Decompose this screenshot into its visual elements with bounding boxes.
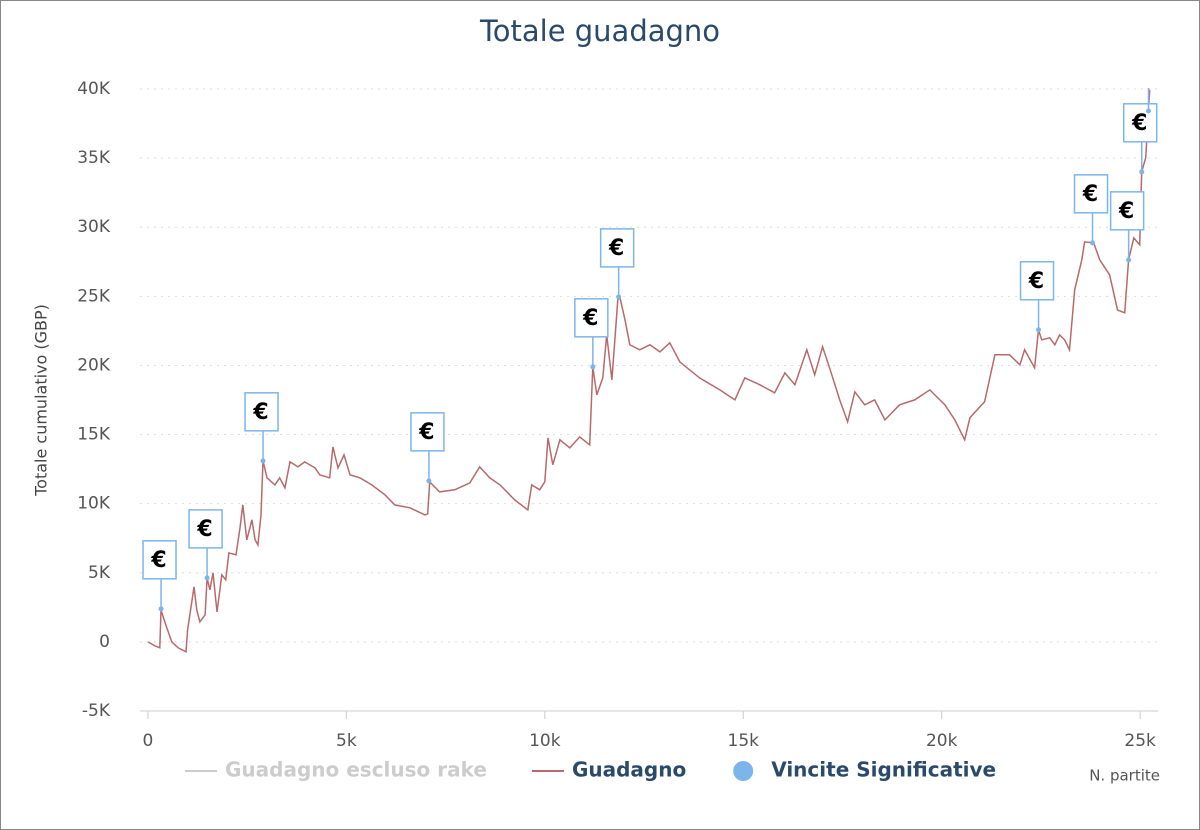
x-axis-title: N. partite <box>1089 767 1160 785</box>
flag[interactable]: € <box>1019 261 1055 333</box>
flag[interactable]: € <box>1109 191 1145 263</box>
y-tick-label: 15K <box>77 425 111 445</box>
flag-label: € <box>1118 199 1134 224</box>
point <box>1090 240 1096 246</box>
flag[interactable]: € <box>1130 43 1163 114</box>
flag-box <box>1122 103 1158 143</box>
flag-label: € <box>582 306 598 331</box>
flag[interactable]: € <box>574 298 609 370</box>
point <box>158 606 164 612</box>
legend-item[interactable]: Guadagno <box>531 758 686 782</box>
y-tick-label: 25K <box>77 286 111 306</box>
legend-item[interactable]: Guadagno escluso rake <box>185 758 487 782</box>
legend-label: Guadagno <box>572 758 686 782</box>
flag-box <box>188 509 223 549</box>
x-tick-label: 25k <box>1124 731 1156 751</box>
flag-box <box>1019 261 1055 301</box>
x-tick-label: 20k <box>926 731 958 751</box>
flag[interactable]: € <box>410 412 445 484</box>
line-series <box>147 89 1151 653</box>
point <box>590 364 596 370</box>
point <box>426 478 432 484</box>
legend-symbol <box>733 761 754 781</box>
point <box>204 575 210 581</box>
flag-box <box>244 392 279 432</box>
legend-label: Vincite Significative <box>771 758 996 782</box>
flag-box <box>1073 174 1109 214</box>
flag-box <box>1109 191 1145 231</box>
flag-label: € <box>1082 182 1098 207</box>
flag-label: € <box>252 400 268 425</box>
point <box>1126 257 1132 263</box>
legend-label: Guadagno escluso rake <box>225 758 487 782</box>
point <box>616 294 622 300</box>
flag-label: € <box>418 420 434 445</box>
y-axis-title: Totale cumulativo (GBP) <box>32 304 51 497</box>
flag-label: € <box>150 548 166 573</box>
flag[interactable]: € <box>1073 174 1109 246</box>
y-tick-label: 10K <box>77 494 111 514</box>
y-tick-label: 5K <box>88 563 111 583</box>
x-tick-label: 5k <box>336 731 357 751</box>
flag-label: € <box>608 236 624 261</box>
plot-area: €€€€€€€€€€€ <box>142 43 1163 653</box>
flag-box <box>142 540 177 580</box>
point <box>260 458 266 464</box>
y-tick-label: -5K <box>82 701 111 721</box>
x-tick-label: 15k <box>728 731 760 751</box>
flag-box <box>599 228 635 268</box>
flag[interactable]: € <box>188 509 223 581</box>
flag[interactable]: € <box>244 392 279 464</box>
flag[interactable]: € <box>599 228 635 300</box>
y-tick-label: 40K <box>77 79 111 99</box>
y-tick-label: 30K <box>77 217 111 237</box>
chart-title: Totale guadagno <box>479 14 720 48</box>
y-tick-label: 35K <box>77 148 111 168</box>
flag-box <box>574 298 609 338</box>
y-tick-label: 0 <box>99 632 110 652</box>
flag-box <box>410 412 445 452</box>
flag-label: € <box>1131 111 1147 136</box>
flag[interactable]: € <box>142 540 177 612</box>
point <box>1139 169 1145 175</box>
flag-label: € <box>196 517 212 542</box>
x-tick-label: 0 <box>143 731 154 751</box>
point <box>1036 327 1042 333</box>
point <box>1145 108 1151 114</box>
y-tick-label: 20K <box>77 355 111 375</box>
legend: Guadagno escluso rake Guadagno Vincite Sig… <box>185 758 996 782</box>
flag-label: € <box>1028 269 1044 294</box>
x-tick-label: 10k <box>529 731 561 751</box>
legend-item[interactable]: Vincite Significative <box>733 758 996 782</box>
flag[interactable]: € <box>1122 103 1158 175</box>
